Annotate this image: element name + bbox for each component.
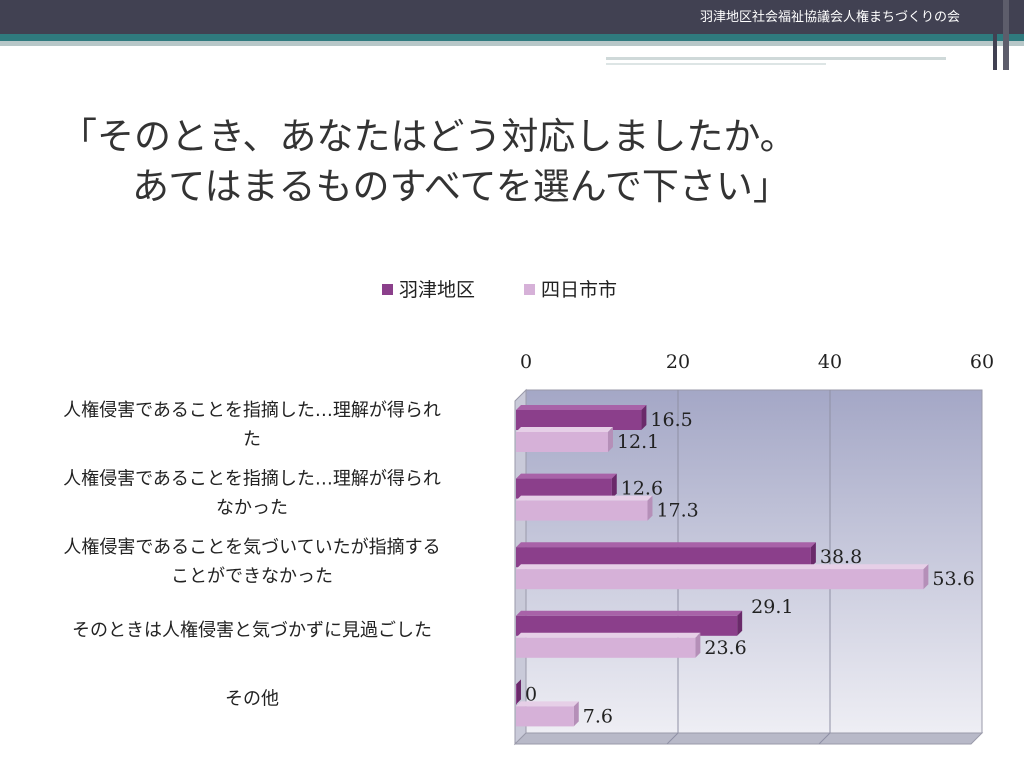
accent-line xyxy=(606,57,946,60)
category-label: その他 xyxy=(225,689,279,710)
data-label: 29.1 xyxy=(751,596,793,618)
bar-top xyxy=(516,405,647,410)
category-label: 人権侵害であることを気づいていたが指摘する xyxy=(63,537,440,558)
bar xyxy=(516,432,608,452)
gridline xyxy=(818,732,831,745)
bar-top xyxy=(516,427,613,432)
data-label: 12.6 xyxy=(621,478,663,500)
legend-swatch xyxy=(524,284,535,295)
category-label: なかった xyxy=(216,497,288,518)
data-label: 53.6 xyxy=(932,568,974,590)
tick-label: 20 xyxy=(666,351,690,373)
bar xyxy=(516,547,811,568)
top-banner: 羽津地区社会福祉協議会人権まちづくりの会 xyxy=(0,0,1024,34)
title-line-1: 「そのとき、あなたはどう対応しましたか。 xyxy=(60,115,797,158)
data-label: 7.6 xyxy=(583,705,613,727)
bar-side xyxy=(641,405,647,430)
data-label: 17.3 xyxy=(656,500,698,522)
category-label: た xyxy=(243,429,261,450)
bar-top xyxy=(516,495,653,501)
data-label: 38.8 xyxy=(820,546,862,568)
bar xyxy=(516,478,612,499)
bar-side xyxy=(647,495,653,521)
bar-top xyxy=(516,632,701,638)
legend-label: 四日市市 xyxy=(541,279,617,301)
tick-label: 0 xyxy=(520,351,532,373)
corner-bar xyxy=(1003,0,1009,70)
bar xyxy=(516,684,517,705)
bar-side xyxy=(516,679,521,705)
accent-line-short xyxy=(606,63,826,65)
bar-top xyxy=(516,701,579,707)
category-label: ことができなかった xyxy=(171,566,333,587)
legend-swatch xyxy=(382,284,393,295)
tick-label: 60 xyxy=(970,351,994,373)
bar-side xyxy=(923,564,929,590)
bar-top xyxy=(516,473,617,479)
bar-top xyxy=(516,542,816,548)
corner-bar xyxy=(993,0,997,70)
bar xyxy=(516,410,642,430)
plot-floor xyxy=(513,732,984,745)
data-label: 12.1 xyxy=(617,431,659,453)
bar xyxy=(516,615,738,636)
bar-side xyxy=(607,427,613,452)
bar-side xyxy=(573,701,579,727)
grey-band xyxy=(0,41,1024,46)
bar-side xyxy=(695,632,701,658)
category-label: 人権侵害であることを指摘した…理解が得られ xyxy=(63,400,441,421)
tick-label: 40 xyxy=(818,351,842,373)
bar xyxy=(516,637,696,658)
organization-name: 羽津地区社会福祉協議会人権まちづくりの会 xyxy=(699,10,960,25)
bar-top xyxy=(516,564,929,570)
gridline xyxy=(666,732,679,745)
slide-title: 「そのとき、あなたはどう対応しましたか。 あてはまるものすべてを選んで下さい」 xyxy=(60,112,980,212)
bar-side xyxy=(810,542,816,568)
data-label: 23.6 xyxy=(704,637,746,659)
bar xyxy=(516,569,924,590)
teal-band xyxy=(0,34,1024,41)
bar-top xyxy=(516,610,743,616)
bar xyxy=(516,706,574,727)
category-label: そのときは人権侵害と気づかずに見過ごした xyxy=(72,620,432,641)
bar-side xyxy=(737,610,743,636)
title-line-2: あてはまるものすべてを選んで下さい」 xyxy=(132,165,790,208)
data-label: 0 xyxy=(525,683,537,705)
legend-label: 羽津地区 xyxy=(399,279,475,301)
data-label: 16.5 xyxy=(650,409,692,431)
bar-side xyxy=(611,473,617,499)
category-label: 人権侵害であることを指摘した…理解が得られ xyxy=(63,468,441,489)
bar xyxy=(516,500,648,521)
